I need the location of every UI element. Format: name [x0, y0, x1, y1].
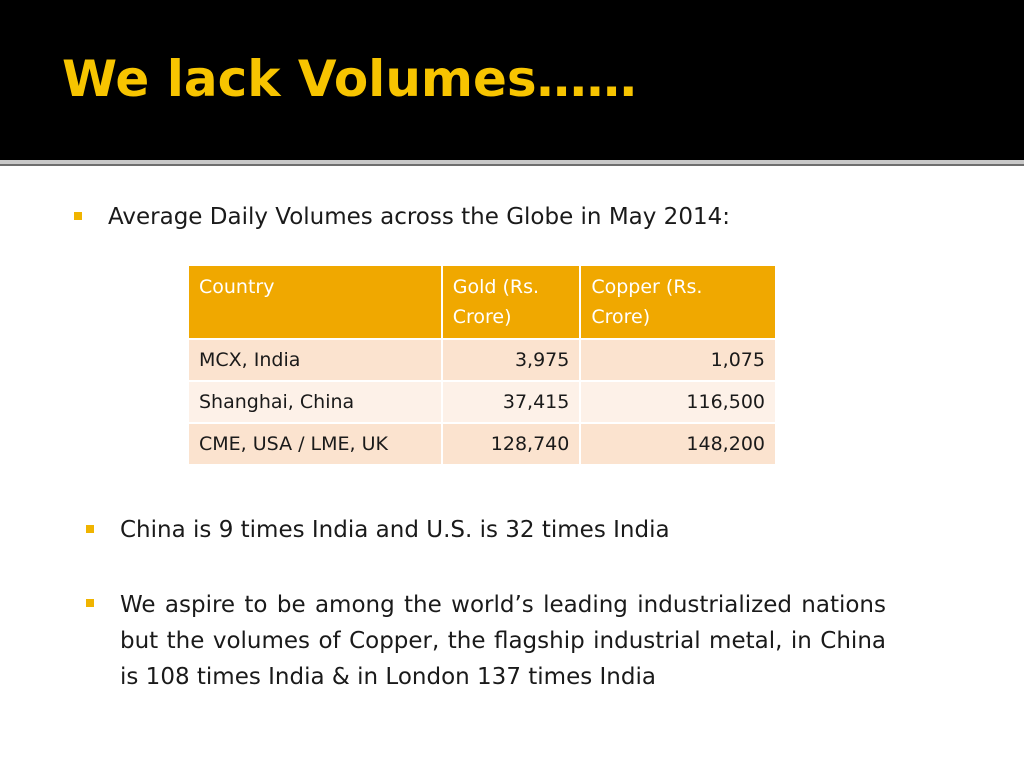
cell-country: Shanghai, China [187, 380, 443, 424]
title-divider-dark [0, 164, 1024, 166]
square-bullet-icon [86, 525, 94, 533]
cell-gold: 37,415 [440, 380, 582, 424]
cell-copper: 1,075 [579, 338, 777, 382]
title-divider-light [0, 160, 1024, 164]
cell-copper: 116,500 [579, 380, 777, 424]
bullet-intro-text: Average Daily Volumes across the Globe i… [108, 204, 730, 230]
square-bullet-icon [74, 212, 82, 220]
volumes-table: Country Gold (Rs. Crore) Copper (Rs. Cro… [187, 264, 777, 466]
header-country: Country [187, 264, 443, 340]
cell-gold: 3,975 [440, 338, 582, 382]
table-row: Shanghai, China 37,415 116,500 [187, 380, 777, 424]
cell-country: MCX, India [187, 338, 443, 382]
cell-gold: 128,740 [440, 422, 582, 466]
bullet-intro: Average Daily Volumes across the Globe i… [74, 200, 730, 234]
bullet-aspiration-text: We aspire to be among the world’s leadin… [120, 592, 886, 690]
table-header-row: Country Gold (Rs. Crore) Copper (Rs. Cro… [187, 264, 777, 340]
slide-title: We lack Volumes…… [62, 50, 637, 108]
table-row: MCX, India 3,975 1,075 [187, 338, 777, 382]
bullet-china-comparison-text: China is 9 times India and U.S. is 32 ti… [120, 517, 670, 543]
header-gold: Gold (Rs. Crore) [440, 264, 582, 340]
square-bullet-icon [86, 599, 94, 607]
cell-copper: 148,200 [579, 422, 777, 466]
table-row: CME, USA / LME, UK 128,740 148,200 [187, 422, 777, 466]
cell-country: CME, USA / LME, UK [187, 422, 443, 466]
title-bar: We lack Volumes…… [0, 0, 1024, 160]
bullet-china-comparison: China is 9 times India and U.S. is 32 ti… [86, 513, 670, 547]
header-copper: Copper (Rs. Crore) [579, 264, 777, 340]
bullet-aspiration: We aspire to be among the world’s leadin… [86, 587, 886, 695]
